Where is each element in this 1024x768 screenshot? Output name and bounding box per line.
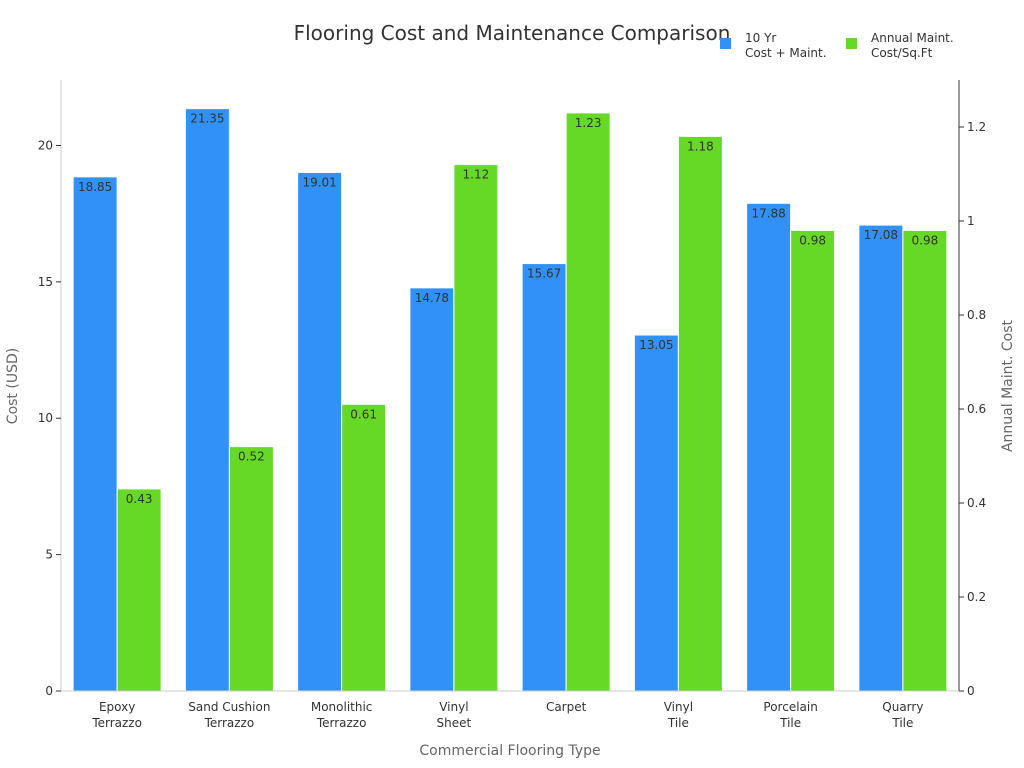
legend-label-line: 10 Yr xyxy=(745,31,776,45)
bar xyxy=(72,176,118,692)
bar-value-label: 18.85 xyxy=(78,180,112,194)
bars: 18.85 0.43 21.35 0.52 19.01 0.61 14.78 1.12 15.6… xyxy=(72,108,948,692)
y2-tick-label: 0.8 xyxy=(967,308,986,322)
y-tick-label: 15 xyxy=(38,275,53,289)
bar xyxy=(902,229,948,692)
bar-value-label: 1.12 xyxy=(463,168,490,182)
legend-label-line: Cost/Sq.Ft xyxy=(871,46,933,60)
x-tick-label: Sand Cushion Terrazzo xyxy=(188,700,270,730)
bar-value-label: 19.01 xyxy=(302,175,336,189)
x-tick-label: Vinyl Sheet xyxy=(437,700,472,730)
legend-label: 10 Yr Cost + Maint. xyxy=(745,31,827,60)
y-tick-label: 5 xyxy=(45,548,53,562)
x-tick-label: Quarry Tile xyxy=(882,700,923,730)
bar-value-label: 0.61 xyxy=(350,407,377,421)
x-tick-label-line: Vinyl xyxy=(439,700,468,714)
x-tick-label: Carpet xyxy=(546,700,587,714)
legend: 10 Yr Cost + Maint. Annual Maint. Cost/Sq.F… xyxy=(720,31,954,60)
legend-swatch xyxy=(720,38,731,49)
bar xyxy=(228,446,274,692)
bar-value-label: 1.18 xyxy=(687,139,714,153)
x-tick-label-line: Sand Cushion xyxy=(188,700,270,714)
y-tick-label: 0 xyxy=(45,684,53,698)
x-tick-label-line: Epoxy xyxy=(99,700,135,714)
legend-label-line: Cost + Maint. xyxy=(745,46,827,60)
bar-value-label: 0.98 xyxy=(912,233,939,247)
y-tick-label: 20 xyxy=(38,138,53,152)
bar-value-label: 0.52 xyxy=(238,450,265,464)
x-tick-label: Monolithic Terrazzo xyxy=(311,700,373,730)
bar xyxy=(521,263,567,692)
y-axis-left: 0 5 10 15 20 xyxy=(38,80,62,698)
bar xyxy=(746,202,792,692)
x-tick-label-line: Tile xyxy=(891,716,913,730)
y2-tick-label: 1.2 xyxy=(967,120,986,134)
bar xyxy=(565,112,611,692)
y-tick-label: 10 xyxy=(38,411,53,425)
bar-value-label: 17.88 xyxy=(751,206,785,220)
x-tick-label-line: Quarry xyxy=(882,700,923,714)
x-tick-label-line: Carpet xyxy=(546,700,587,714)
legend-swatch xyxy=(846,38,857,49)
y2-axis-title: Annual Maint. Cost xyxy=(1000,319,1016,452)
bar-value-label: 13.05 xyxy=(639,338,673,352)
bar-value-label: 21.35 xyxy=(190,112,224,126)
x-tick-label-line: Terrazzo xyxy=(91,716,142,730)
y2-tick-label: 0.4 xyxy=(967,496,986,510)
bar-value-label: 1.23 xyxy=(575,116,602,130)
bar xyxy=(677,135,723,692)
bar xyxy=(409,287,455,692)
x-tick-label-line: Terrazzo xyxy=(316,716,367,730)
bar xyxy=(858,224,904,692)
bar xyxy=(341,403,387,692)
x-tick-label: Epoxy Terrazzo xyxy=(91,700,142,730)
bar-value-label: 17.08 xyxy=(864,228,898,242)
bar xyxy=(790,229,836,692)
bar xyxy=(116,488,162,692)
x-tick-label-line: Sheet xyxy=(437,716,472,730)
legend-label-line: Annual Maint. xyxy=(871,31,954,45)
bar-value-label: 14.78 xyxy=(415,291,449,305)
y2-tick-label: 1 xyxy=(967,214,975,228)
bar-value-label: 0.43 xyxy=(126,492,153,506)
x-tick-label-line: Porcelain xyxy=(763,700,817,714)
bar xyxy=(453,164,499,692)
x-tick-label-line: Monolithic xyxy=(311,700,373,714)
x-tick-label: Porcelain Tile xyxy=(763,700,817,730)
y2-tick-label: 0 xyxy=(967,684,975,698)
y-axis-title: Cost (USD) xyxy=(5,348,21,424)
x-tick-label-line: Vinyl xyxy=(664,700,693,714)
x-tick-label: Vinyl Tile xyxy=(664,700,693,730)
x-tick-label-line: Terrazzo xyxy=(204,716,255,730)
bar xyxy=(297,171,343,692)
bar-value-label: 15.67 xyxy=(527,267,561,281)
y-axis-right: 0 0.2 0.4 0.6 0.8 1 1.2 xyxy=(958,80,986,698)
chart-title: Flooring Cost and Maintenance Comparison xyxy=(294,21,731,45)
bar xyxy=(184,108,230,692)
bar xyxy=(633,334,679,692)
legend-label: Annual Maint. Cost/Sq.Ft xyxy=(871,31,954,60)
x-tick-label-line: Tile xyxy=(667,716,689,730)
x-axis-title: Commercial Flooring Type xyxy=(419,743,600,759)
bar-value-label: 0.98 xyxy=(799,233,826,247)
y2-tick-label: 0.6 xyxy=(967,402,986,416)
x-tick-label-line: Tile xyxy=(779,716,801,730)
y2-tick-label: 0.2 xyxy=(967,590,986,604)
